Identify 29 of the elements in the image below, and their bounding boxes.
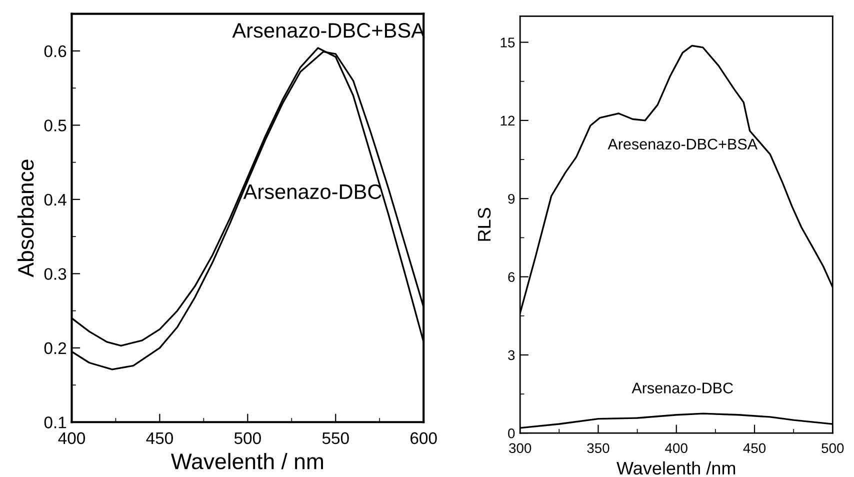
y-tick-label: 6 (508, 272, 515, 282)
y-tick-label: 0 (508, 428, 515, 438)
x-tick-label: 450 (743, 443, 766, 454)
y-tick-label: 3 (508, 350, 515, 360)
annotation: Arsenazo-DBC (243, 184, 382, 200)
x-tick-label: 550 (322, 432, 349, 444)
y-tick-label: 0.5 (44, 120, 66, 132)
x-tick-label: 350 (587, 443, 610, 454)
y-tick-label: 0.4 (44, 194, 66, 206)
y-tick-label: 0.2 (44, 342, 66, 354)
x-axis-title: Wavelenth /nm (616, 461, 736, 475)
y-tick-label: 0.3 (44, 268, 66, 280)
x-tick-label: 400 (665, 443, 688, 454)
y-tick-label: 15 (500, 38, 515, 48)
annotation: Arsenazo-DBC (632, 382, 733, 394)
x-tick-label: 500 (234, 432, 261, 444)
x-axis-title: Wavelenth / nm (170, 452, 323, 470)
x-tick-label: 600 (410, 432, 437, 444)
y-tick-label: 0.6 (44, 45, 66, 58)
x-tick-label: 500 (822, 443, 844, 454)
y-tick-label: 0.1 (44, 416, 66, 428)
y-tick-label: 9 (508, 194, 515, 204)
x-tick-label: 400 (58, 432, 85, 444)
annotation: Aresenazo-DBC+BSA (608, 138, 758, 150)
y-axis-title: Absorbance (17, 160, 34, 278)
y-tick-label: 12 (500, 116, 515, 126)
x-tick-label: 300 (509, 443, 532, 454)
x-tick-label: 450 (146, 432, 173, 444)
y-axis-title: RLS (478, 208, 491, 241)
